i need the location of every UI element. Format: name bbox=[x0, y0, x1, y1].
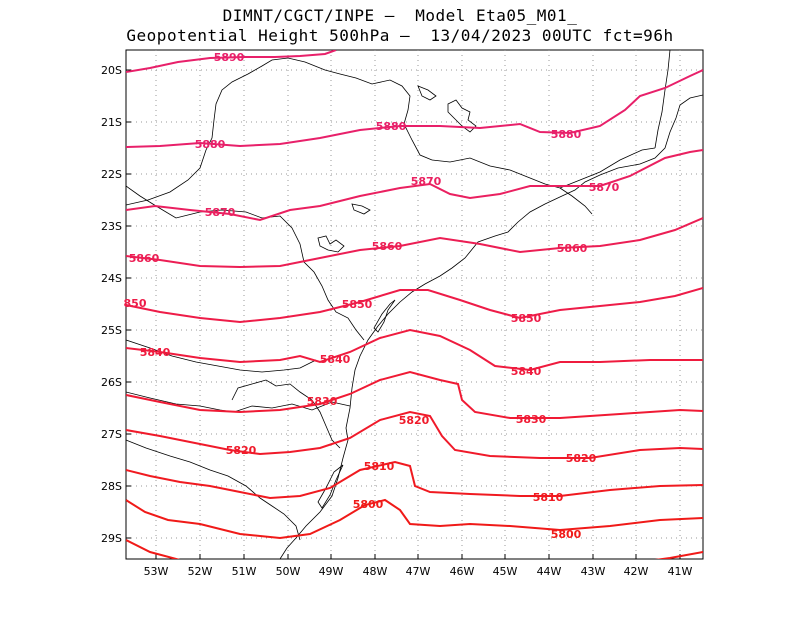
map-title-line-1: DIMNT/CGCT/INPE – Model Eta05_M01_ bbox=[222, 6, 578, 25]
lon-label: 46W bbox=[450, 565, 475, 578]
contour-5850 bbox=[126, 287, 703, 324]
tick-marks bbox=[126, 69, 681, 559]
lon-label: 42W bbox=[624, 565, 649, 578]
contour-label-5860: 5860 bbox=[557, 242, 588, 255]
contour-5880 bbox=[126, 69, 703, 148]
country-border-uruguay bbox=[126, 439, 301, 541]
lat-label: 29S bbox=[101, 532, 122, 545]
contour-label-5880: 5880 bbox=[551, 128, 582, 141]
latitude-labels: 20S 21S 22S 23S 24S 25S 26S 27S 28S 29S bbox=[101, 64, 122, 545]
lat-label: 25S bbox=[101, 324, 122, 337]
contour-label-5890: 5890 bbox=[214, 51, 245, 64]
contour-label-5880: 5880 bbox=[376, 120, 407, 133]
contour-label-5840: 5840 bbox=[511, 365, 542, 378]
contour-label-5840: 5840 bbox=[320, 353, 351, 366]
contour-5890 bbox=[126, 50, 337, 73]
contour-5860 bbox=[126, 217, 703, 269]
coastal-lagoon bbox=[373, 299, 396, 333]
lon-label: 41W bbox=[668, 565, 693, 578]
contour-label-5800: 5800 bbox=[551, 528, 582, 541]
contour-5870 bbox=[126, 149, 703, 222]
lat-label: 23S bbox=[101, 220, 122, 233]
lon-label: 50W bbox=[276, 565, 301, 578]
coastlines-and-borders bbox=[126, 50, 703, 559]
lat-label: 20S bbox=[101, 64, 122, 77]
lon-label: 51W bbox=[232, 565, 257, 578]
contour-5790 bbox=[126, 539, 181, 559]
state-border-north bbox=[126, 57, 433, 206]
contour-label-5880: 5880 bbox=[195, 138, 226, 151]
lat-label: 22S bbox=[101, 168, 122, 181]
contour-label-5850: 850 bbox=[124, 297, 147, 310]
state-border-sc bbox=[126, 391, 351, 413]
contour-label-5840: 5840 bbox=[140, 346, 171, 359]
contour-label-5820: 5820 bbox=[566, 452, 597, 465]
map-title-line-2: Geopotential Height 500hPa – 13/04/2023 … bbox=[126, 26, 674, 45]
contour-label-5850: 5850 bbox=[342, 298, 373, 311]
contour-label-5850: 5850 bbox=[511, 312, 542, 325]
lon-label: 49W bbox=[319, 565, 344, 578]
contour-lines bbox=[126, 50, 703, 559]
lat-label: 28S bbox=[101, 480, 122, 493]
contour-5840 bbox=[126, 328, 703, 372]
river-detail bbox=[417, 85, 437, 101]
lat-label: 27S bbox=[101, 428, 122, 441]
contour-label-5810: 5810 bbox=[533, 491, 564, 504]
contour-label-5860: 5860 bbox=[372, 240, 403, 253]
lon-label: 53W bbox=[144, 565, 169, 578]
lagoon-dos-patos bbox=[317, 464, 344, 509]
contour-label-5870: 5870 bbox=[411, 175, 442, 188]
country-border-argentina bbox=[231, 379, 341, 449]
state-border-west bbox=[126, 185, 365, 341]
contour-5810 bbox=[126, 460, 703, 500]
lon-label: 52W bbox=[188, 565, 213, 578]
reservoir-3 bbox=[447, 99, 477, 133]
contour-label-5820: 5820 bbox=[399, 414, 430, 427]
reservoir-1 bbox=[317, 235, 345, 253]
contour-label-5820: 5820 bbox=[226, 444, 257, 457]
state-border-es bbox=[654, 50, 671, 149]
contour-label-5810: 5810 bbox=[364, 460, 395, 473]
state-border-mg bbox=[431, 147, 656, 189]
lon-label: 47W bbox=[406, 565, 431, 578]
lat-label: 21S bbox=[101, 116, 122, 129]
contour-label-5830: 5830 bbox=[307, 395, 338, 408]
contour-label-5800: 5800 bbox=[353, 498, 384, 511]
lon-label: 43W bbox=[581, 565, 606, 578]
reservoir-2 bbox=[351, 203, 371, 215]
atlantic-coastline bbox=[279, 94, 703, 559]
lon-label: 45W bbox=[493, 565, 518, 578]
lat-label: 26S bbox=[101, 376, 122, 389]
longitude-labels: 53W 52W 51W 50W 49W 48W 47W 46W 45W 44W … bbox=[144, 565, 693, 578]
contour-5820 bbox=[126, 410, 703, 459]
lon-label: 48W bbox=[363, 565, 388, 578]
contour-label-5870: 5870 bbox=[205, 206, 236, 219]
state-border-rj bbox=[559, 187, 593, 215]
lat-label: 24S bbox=[101, 272, 122, 285]
contour-label-5870: 5870 bbox=[589, 181, 620, 194]
contour-5800 bbox=[126, 498, 703, 540]
contour-5790-east bbox=[654, 551, 703, 559]
contour-5830 bbox=[126, 370, 703, 419]
contour-labels: 5890 5880 5880 5880 5870 5870 5870 5860 … bbox=[124, 51, 620, 541]
contour-label-5860: 5860 bbox=[129, 252, 160, 265]
lon-label: 44W bbox=[537, 565, 562, 578]
contour-label-5830: 5830 bbox=[516, 413, 547, 426]
